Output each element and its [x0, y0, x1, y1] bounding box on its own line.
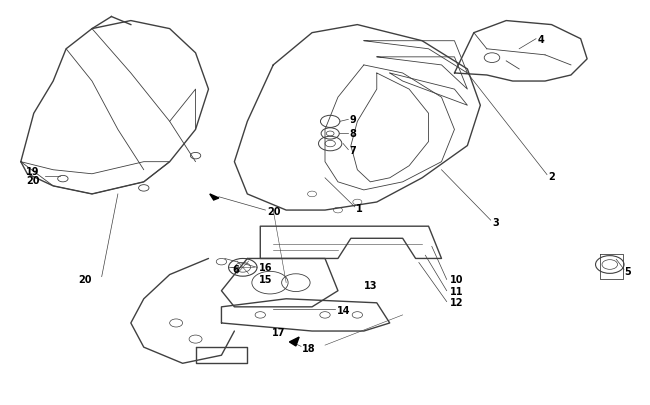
Text: 5: 5 — [625, 266, 631, 276]
Text: 2: 2 — [549, 171, 555, 181]
Text: 14: 14 — [337, 305, 350, 315]
Text: 11: 11 — [450, 286, 463, 296]
Text: 8: 8 — [350, 129, 356, 139]
Text: 20: 20 — [26, 175, 40, 185]
Text: 7: 7 — [350, 145, 356, 155]
Text: 6: 6 — [233, 264, 240, 274]
Text: 4: 4 — [538, 34, 544, 45]
Text: 10: 10 — [450, 275, 463, 285]
Text: 12: 12 — [450, 297, 463, 307]
Text: 18: 18 — [302, 343, 316, 353]
Text: 16: 16 — [259, 263, 272, 273]
Text: 13: 13 — [364, 280, 378, 290]
Text: 15: 15 — [259, 275, 272, 285]
Text: 20: 20 — [266, 207, 280, 216]
Polygon shape — [210, 194, 219, 200]
Text: 1: 1 — [356, 204, 363, 213]
Text: 20: 20 — [78, 274, 91, 284]
Text: 17: 17 — [272, 327, 285, 337]
Polygon shape — [289, 337, 299, 346]
Text: 3: 3 — [492, 217, 499, 228]
Text: 9: 9 — [350, 115, 356, 125]
Text: 19: 19 — [26, 166, 40, 176]
